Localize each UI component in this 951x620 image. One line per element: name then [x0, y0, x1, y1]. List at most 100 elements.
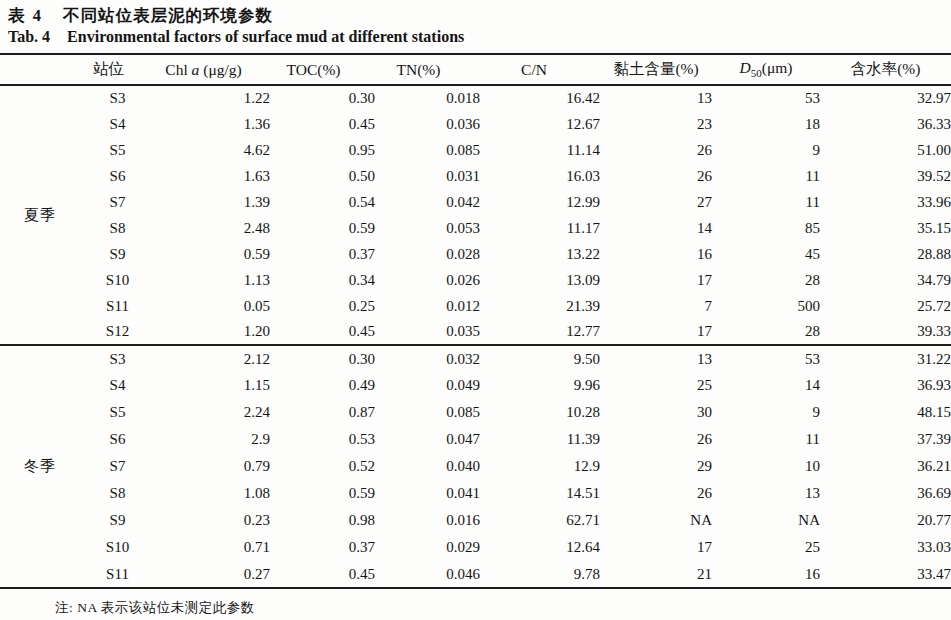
table-footnote: 注: NA 表示该站位未测定此参数: [55, 599, 255, 617]
water-cell: 39.52: [820, 163, 951, 189]
clay-cell: 17: [600, 534, 712, 561]
table-row: S90.230.980.01662.71NANA20.77: [0, 507, 951, 534]
clay-cell: NA: [600, 507, 712, 534]
col-header-d50: D50(μm): [712, 54, 820, 85]
d50-cell: 11: [712, 163, 820, 189]
water-cell: 36.93: [820, 372, 951, 399]
chl-a-cell: 2.9: [155, 426, 270, 453]
station-cell: S8: [80, 215, 155, 241]
tn-cell: 0.047: [375, 426, 480, 453]
station-cell: S7: [80, 453, 155, 480]
tn-cell: 0.046: [375, 561, 480, 588]
water-cell: 28.88: [820, 241, 951, 267]
tn-cell: 0.036: [375, 111, 480, 137]
clay-cell: 26: [600, 480, 712, 507]
clay-cell: 26: [600, 426, 712, 453]
water-cell: 39.33: [820, 319, 951, 345]
clay-cell: 27: [600, 189, 712, 215]
table-row: S121.200.450.03512.77172839.33: [0, 319, 951, 345]
water-cell: 33.47: [820, 561, 951, 588]
water-cell: 35.15: [820, 215, 951, 241]
season-label: 冬季: [0, 345, 80, 588]
table-row: S101.130.340.02613.09172834.79: [0, 267, 951, 293]
cn-cell: 62.71: [480, 507, 600, 534]
cn-cell: 11.17: [480, 215, 600, 241]
toc-cell: 0.37: [270, 241, 375, 267]
d50-cell: 53: [712, 345, 820, 372]
d50-cell: 11: [712, 426, 820, 453]
toc-cell: 0.53: [270, 426, 375, 453]
chl-a-cell: 2.48: [155, 215, 270, 241]
toc-cell: 0.30: [270, 85, 375, 111]
cn-cell: 13.09: [480, 267, 600, 293]
d50-cell: 11: [712, 189, 820, 215]
season-label: 夏季: [0, 85, 80, 345]
cn-cell: 12.9: [480, 453, 600, 480]
toc-cell: 0.52: [270, 453, 375, 480]
tn-cell: 0.026: [375, 267, 480, 293]
chl-a-cell: 0.79: [155, 453, 270, 480]
toc-cell: 0.45: [270, 561, 375, 588]
station-cell: S10: [80, 267, 155, 293]
toc-cell: 0.59: [270, 215, 375, 241]
tn-cell: 0.053: [375, 215, 480, 241]
d50-cell: 10: [712, 453, 820, 480]
station-cell: S5: [80, 137, 155, 163]
water-cell: 37.39: [820, 426, 951, 453]
cn-cell: 13.22: [480, 241, 600, 267]
water-cell: 36.69: [820, 480, 951, 507]
chl-a-cell: 1.39: [155, 189, 270, 215]
clay-cell: 21: [600, 561, 712, 588]
col-header-clay-content: 黏土含量(%): [600, 54, 712, 85]
d50-cell: 28: [712, 267, 820, 293]
tn-cell: 0.029: [375, 534, 480, 561]
chl-a-cell: 0.27: [155, 561, 270, 588]
chl-a-cell: 0.23: [155, 507, 270, 534]
table-row: S81.080.590.04114.51261336.69: [0, 480, 951, 507]
tn-cell: 0.016: [375, 507, 480, 534]
table-row: S61.630.500.03116.03261139.52: [0, 163, 951, 189]
clay-cell: 30: [600, 399, 712, 426]
table-caption-en-label: Tab. 4: [8, 28, 50, 45]
station-cell: S9: [80, 507, 155, 534]
clay-cell: 29: [600, 453, 712, 480]
col-header-tn: TN(%): [375, 54, 480, 85]
cn-cell: 11.39: [480, 426, 600, 453]
tn-cell: 0.012: [375, 293, 480, 319]
chl-a-cell: 0.05: [155, 293, 270, 319]
table-row: S52.240.870.08510.2830948.15: [0, 399, 951, 426]
water-cell: 48.15: [820, 399, 951, 426]
table-row: S110.050.250.01221.39750025.72: [0, 293, 951, 319]
clay-cell: 26: [600, 137, 712, 163]
table-row: S54.620.950.08511.1426951.00: [0, 137, 951, 163]
d50-cell: 53: [712, 85, 820, 111]
chl-a-cell: 0.71: [155, 534, 270, 561]
cn-cell: 16.03: [480, 163, 600, 189]
tn-cell: 0.042: [375, 189, 480, 215]
toc-cell: 0.59: [270, 480, 375, 507]
toc-cell: 0.30: [270, 345, 375, 372]
cn-cell: 10.28: [480, 399, 600, 426]
chl-a-cell: 1.20: [155, 319, 270, 345]
clay-cell: 25: [600, 372, 712, 399]
station-cell: S4: [80, 111, 155, 137]
toc-cell: 0.34: [270, 267, 375, 293]
water-cell: 25.72: [820, 293, 951, 319]
cn-cell: 21.39: [480, 293, 600, 319]
table-row: S100.710.370.02912.64172533.03: [0, 534, 951, 561]
season-group-winter: 冬季S32.120.300.0329.50135331.22S41.150.49…: [0, 345, 951, 588]
station-cell: S8: [80, 480, 155, 507]
station-cell: S7: [80, 189, 155, 215]
toc-cell: 0.37: [270, 534, 375, 561]
toc-cell: 0.49: [270, 372, 375, 399]
toc-cell: 0.54: [270, 189, 375, 215]
water-cell: 34.79: [820, 267, 951, 293]
chl-a-cell: 1.63: [155, 163, 270, 189]
clay-cell: 14: [600, 215, 712, 241]
chl-a-cell: 1.15: [155, 372, 270, 399]
d50-cell: 25: [712, 534, 820, 561]
d50-cell: 28: [712, 319, 820, 345]
tn-cell: 0.041: [375, 480, 480, 507]
cn-cell: 12.77: [480, 319, 600, 345]
chl-a-cell: 2.12: [155, 345, 270, 372]
